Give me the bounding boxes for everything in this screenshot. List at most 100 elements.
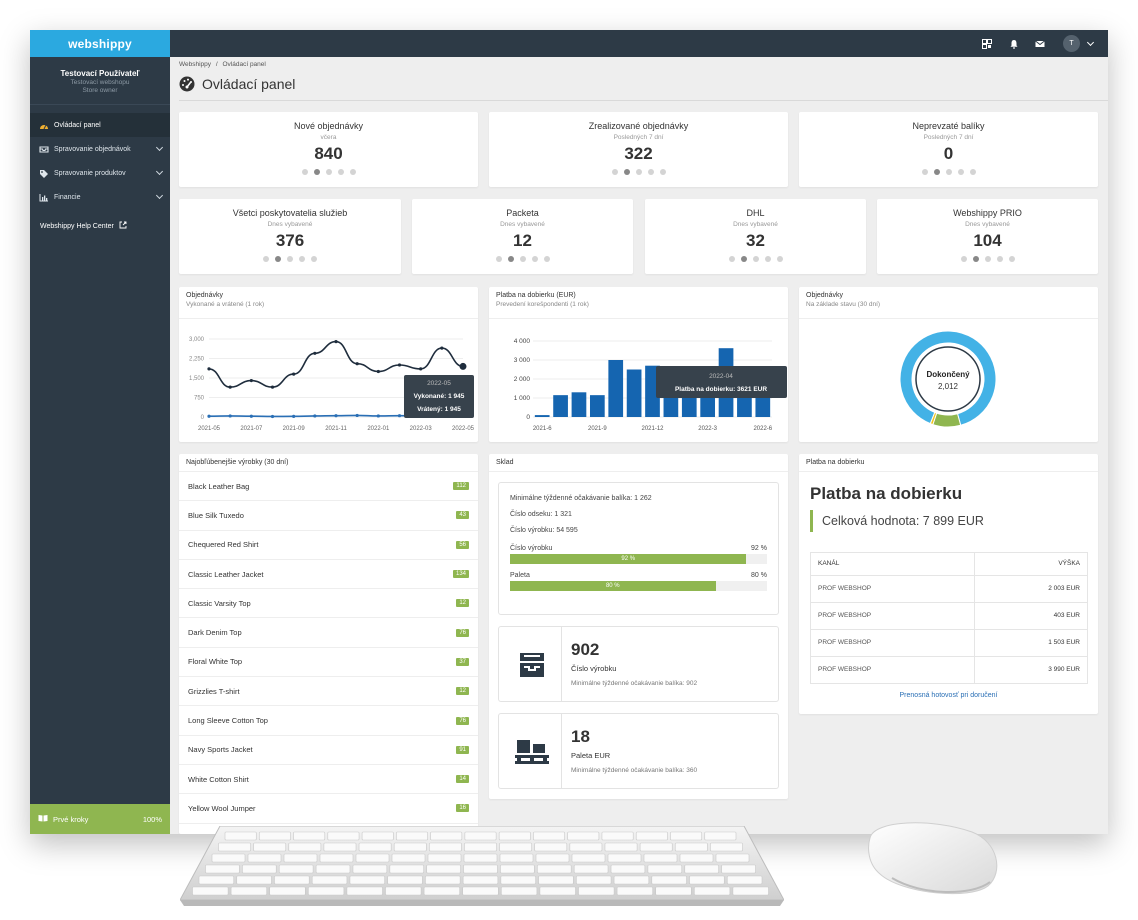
data-point[interactable] <box>313 414 317 418</box>
data-point[interactable] <box>270 385 275 389</box>
list-item[interactable]: Black Leather Bag 112 <box>179 472 478 502</box>
main-content: Webshippy / Ovládací panel Ovládací pane… <box>170 57 1108 834</box>
pie-slice[interactable] <box>932 412 962 428</box>
stat-card-webshippy-prio[interactable]: Webshippy PRIO Dnes vybavené 104 <box>877 199 1098 274</box>
first-steps-progress[interactable]: Prvé kroky 100% <box>30 804 170 834</box>
list-item[interactable]: Yellow Wool Jumper 16 <box>179 794 478 824</box>
stat-card-dhl[interactable]: DHL Dnes vybavené 32 <box>645 199 866 274</box>
data-point[interactable] <box>440 346 444 350</box>
data-point[interactable] <box>376 414 380 418</box>
bar[interactable] <box>608 360 624 417</box>
data-point[interactable] <box>334 414 338 418</box>
popular-products-card: Najobľúbenejšie výrobky (30 dní) Black L… <box>179 454 478 834</box>
status-donut-chart[interactable]: Dokončený 2,012 <box>799 319 1098 442</box>
data-point[interactable] <box>292 414 296 418</box>
list-item[interactable]: Classic Varsity Top 12 <box>179 589 478 619</box>
carousel-dots[interactable] <box>179 169 478 175</box>
sidebar-item-label: Spravovanie produktov <box>54 169 126 177</box>
cod-link[interactable]: Prenosná hotovosť pri doručení <box>899 692 998 699</box>
data-point[interactable] <box>228 414 232 418</box>
stat-value: 322 <box>624 144 653 163</box>
data-point[interactable] <box>207 414 211 418</box>
help-center-link[interactable]: Webshippy Help Center <box>30 209 170 243</box>
list-item[interactable]: Grizzlies T-shirt 12 <box>179 677 478 707</box>
data-point[interactable] <box>334 340 338 344</box>
carousel-dots[interactable] <box>645 256 866 262</box>
data-point[interactable] <box>270 414 275 419</box>
stat-card-all-carriers[interactable]: Všetci poskytovatelia služieb Dnes vybav… <box>179 199 401 274</box>
data-point[interactable] <box>419 367 423 371</box>
sidebar-item-orders[interactable]: Spravovanie objednávok <box>30 137 170 161</box>
data-point[interactable] <box>376 369 380 374</box>
product-name: Navy Sports Jacket <box>188 745 253 755</box>
stat-card-unclaimed-packages[interactable]: Neprevzaté balíky Posledných 7 dní 0 <box>799 112 1098 187</box>
sidebar-item-dashboard[interactable]: Ovládací panel <box>30 113 170 137</box>
list-item[interactable]: Floral White Top 37 <box>179 648 478 678</box>
list-item[interactable]: White Cotton Shirt 14 <box>179 765 478 795</box>
carousel-dots[interactable] <box>179 256 401 262</box>
avatar[interactable]: T <box>1063 35 1080 52</box>
y-tick-label: 4 000 <box>514 338 531 345</box>
keyboard-image <box>180 826 784 906</box>
list-item[interactable]: Chequered Red Shirt 56 <box>179 531 478 560</box>
pie-slice[interactable] <box>899 330 997 426</box>
logo[interactable]: webshippy <box>30 30 170 57</box>
sidebar-item-label: Ovládací panel <box>54 121 101 129</box>
data-point[interactable] <box>397 363 402 367</box>
product-count-badge: 37 <box>456 657 469 666</box>
carousel-dots[interactable] <box>412 256 633 262</box>
list-item[interactable]: Long Sleeve Cotton Top 76 <box>179 706 478 736</box>
y-tick-label: 750 <box>194 396 205 402</box>
bar[interactable] <box>553 395 568 417</box>
envelope-icon[interactable] <box>1034 38 1045 49</box>
y-tick-label: 0 <box>201 415 205 421</box>
bar[interactable] <box>589 395 605 417</box>
sidebar-item-products[interactable]: Spravovanie produktov <box>30 161 170 185</box>
bar[interactable] <box>571 392 587 417</box>
pallet-count-box: 18 Paleta EUR Minimálne týždenné očakáva… <box>498 713 779 789</box>
list-item[interactable]: Dark Denim Top 76 <box>179 618 478 648</box>
info-label: Číslo výrobku: <box>510 527 555 534</box>
data-point[interactable] <box>228 385 232 389</box>
list-item[interactable]: Navy Sports Jacket 91 <box>179 736 478 765</box>
x-tick-label: 2021-6 <box>533 426 552 432</box>
orders-line-chart[interactable]: 0 750 1,500 2,250 3,000 2021-05 2021-07 2021-09… <box>179 319 478 442</box>
chevron-down-icon[interactable] <box>1086 38 1095 47</box>
data-point[interactable] <box>207 367 211 371</box>
list-item[interactable]: Blue Silk Tuxedo 43 <box>179 501 478 531</box>
data-point[interactable] <box>355 413 359 418</box>
x-tick-label: 2022-01 <box>367 426 390 432</box>
pie-slice[interactable] <box>929 411 938 426</box>
table-row: PROF WEBSHOP 2 003 EUR <box>811 574 1087 602</box>
dashboard-icon <box>179 76 195 92</box>
carousel-dots[interactable] <box>799 169 1098 175</box>
warehouse-card: Sklad Minimálne týždenné očakávanie balí… <box>489 454 788 799</box>
tooltip-line: Platba na dobierku: 3621 EUR <box>675 386 767 393</box>
stat-card-completed-orders[interactable]: Zrealizované objednávky Posledných 7 dní… <box>489 112 788 187</box>
bar[interactable] <box>626 369 642 418</box>
chevron-down-icon <box>155 191 164 200</box>
carousel-dots[interactable] <box>489 169 788 175</box>
data-point[interactable] <box>313 351 317 355</box>
list-item[interactable]: Classic Leather Jacket 134 <box>179 560 478 590</box>
data-point[interactable] <box>459 362 467 370</box>
product-name: Grizzlies T-shirt <box>188 686 240 696</box>
data-point[interactable] <box>355 362 359 366</box>
carousel-dots[interactable] <box>877 256 1098 262</box>
sidebar-item-finance[interactable]: Financie <box>30 185 170 209</box>
cod-bar-chart[interactable]: 0 1 000 2 000 3 000 4 000 2021-6 2021-9 2021-12… <box>489 319 788 442</box>
bar[interactable] <box>534 415 550 417</box>
orders-chart-card: Objednávky Vykonané a vrátené (1 rok) 0 7… <box>179 287 478 442</box>
data-point[interactable] <box>292 372 296 376</box>
data-point[interactable] <box>249 414 253 418</box>
qr-code-icon[interactable] <box>981 38 992 49</box>
table-header-row: KANÁL VÝŠKA <box>811 553 1087 575</box>
data-point[interactable] <box>249 379 253 383</box>
breadcrumb-root[interactable]: Webshippy <box>179 61 212 68</box>
data-point[interactable] <box>397 414 402 418</box>
stat-card-new-orders[interactable]: Nové objednávky včera 840 <box>179 112 478 187</box>
bell-icon[interactable] <box>1008 38 1019 49</box>
stat-card-packeta[interactable]: Packeta Dnes vybavené 12 <box>412 199 633 274</box>
table-cell-amount: 403 EUR <box>974 601 1087 629</box>
column-header: KANÁL <box>811 553 976 575</box>
